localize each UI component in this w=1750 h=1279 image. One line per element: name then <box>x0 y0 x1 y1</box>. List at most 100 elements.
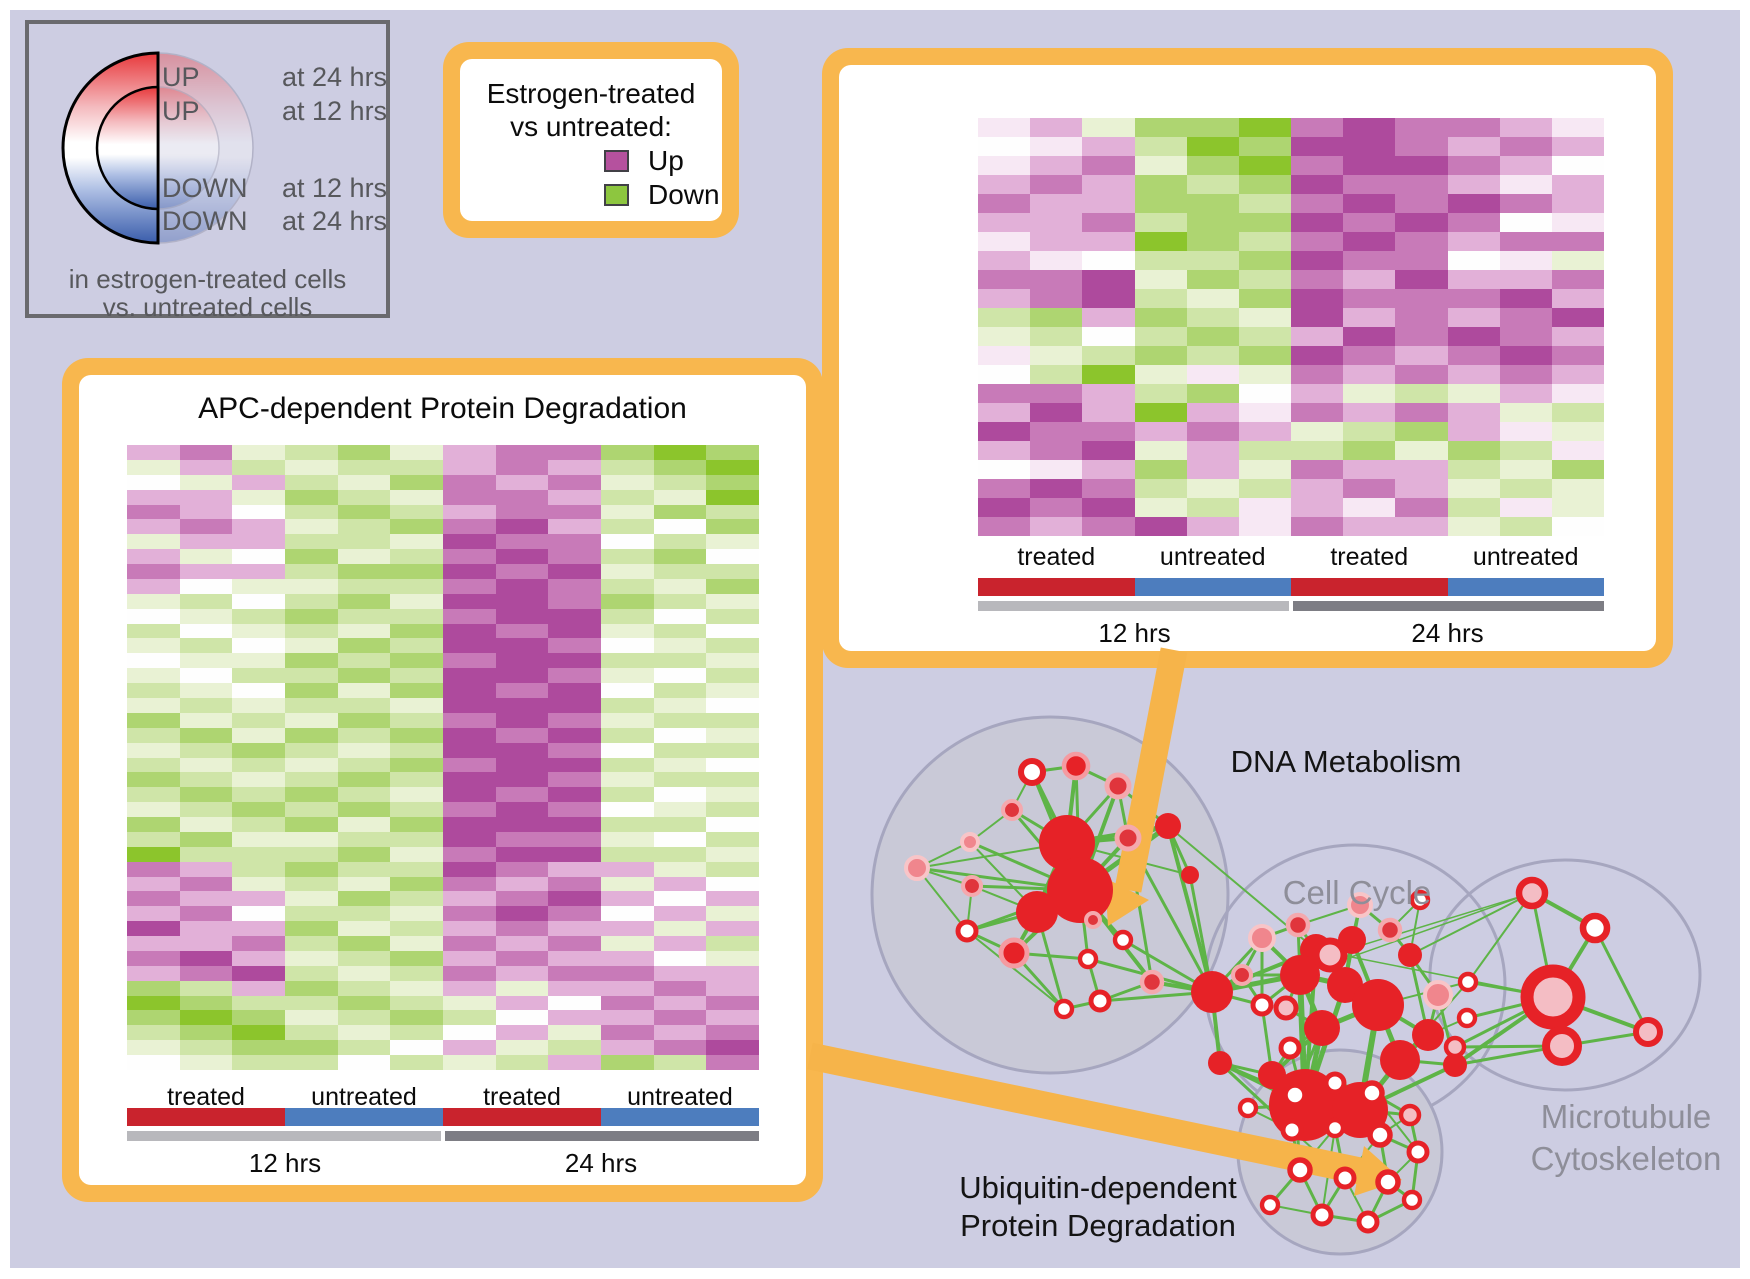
heatmap-cell <box>127 578 180 594</box>
heatmap-cell <box>337 1040 391 1056</box>
heatmap-cell <box>443 936 496 951</box>
heatmap-cell <box>443 846 496 862</box>
heatmap-cell <box>232 980 285 996</box>
heatmap-cell <box>179 489 233 505</box>
heatmap-cell <box>1082 384 1135 403</box>
heatmap-cell <box>1134 422 1187 441</box>
heatmap-cell <box>1499 156 1552 175</box>
heatmap-cell <box>601 519 654 535</box>
heatmap-cell <box>548 549 601 565</box>
condition-label: untreated <box>1159 543 1266 571</box>
heatmap-cell <box>232 817 285 832</box>
heatmap-cell <box>1291 460 1344 479</box>
heatmap-cell <box>495 578 549 594</box>
heatmap-cell <box>390 950 443 966</box>
heatmap-cell <box>495 950 549 966</box>
heatmap-cell <box>653 683 707 698</box>
heatmap-cell <box>653 772 707 788</box>
heatmap-cell <box>285 697 338 713</box>
heatmap-cell <box>1291 327 1344 346</box>
heatmap-cell <box>285 668 338 684</box>
heatmap-cell <box>653 846 707 862</box>
heatmap-cell <box>1343 251 1396 270</box>
heatmap-cell <box>1499 517 1552 536</box>
gene-node-ringW <box>1237 1097 1259 1119</box>
heatmap-cell <box>706 861 759 877</box>
heatmap-cell <box>548 787 601 803</box>
time-label: 12 hrs <box>1098 618 1171 648</box>
condition-label: treated <box>1330 543 1409 571</box>
heatmap-cell <box>978 232 1031 251</box>
gene-node-pinkR <box>1104 772 1132 800</box>
heatmap-cell <box>1030 194 1083 213</box>
heatmap-cell <box>601 891 654 907</box>
heatmap-cell <box>1238 365 1291 384</box>
heatmap-cell <box>337 445 391 460</box>
heatmap-cell <box>1134 251 1187 270</box>
heatmap-cell <box>127 817 180 832</box>
replication-fork-panel: Replication Fork treateduntreatedtreated… <box>822 48 1673 668</box>
heatmap-cell <box>1551 232 1604 251</box>
heatmap-cell <box>495 921 549 937</box>
heatmap-cell <box>390 623 443 639</box>
heatmap-cell <box>127 995 180 1011</box>
heatmap-cell <box>601 980 654 996</box>
condition-label: untreated <box>1472 543 1579 571</box>
heatmap-cell <box>706 623 759 639</box>
heatmap-cell <box>127 802 180 818</box>
heatmap-cell <box>601 638 654 654</box>
heatmap-cell <box>1551 118 1604 137</box>
heatmap-cell <box>601 965 654 981</box>
heatmap-cell <box>127 727 180 743</box>
heatmap-cell <box>1395 422 1448 441</box>
heatmap-cell <box>706 504 759 520</box>
gene-node-ringW <box>1017 757 1047 787</box>
heatmap-cell <box>495 459 549 475</box>
heatmap-cell <box>495 549 549 565</box>
time-label: 24 hrs <box>564 1148 638 1178</box>
heatmap-cell <box>1499 327 1552 346</box>
heatmap-cell <box>653 697 707 713</box>
heatmap-cell <box>285 653 338 669</box>
heatmap-cell <box>127 445 180 460</box>
heatmap-cell <box>390 861 443 877</box>
heatmap-cell <box>601 906 654 922</box>
heatmap-cell <box>337 727 391 743</box>
heatmap-cell <box>285 474 338 490</box>
heatmap-cell <box>1030 517 1083 536</box>
heatmap-cell <box>653 980 707 996</box>
time-color-bar <box>445 1131 759 1141</box>
heatmap-cell <box>1186 251 1239 270</box>
heatmap-cell <box>179 1055 233 1070</box>
estrogen-legend-title-line1: Estrogen-treated <box>486 78 696 109</box>
heatmap-cell <box>1030 346 1083 365</box>
heatmap-cell <box>179 965 233 981</box>
heatmap-cell <box>1291 403 1344 422</box>
heatmap-cell <box>1134 175 1187 194</box>
heatmap-cell <box>1343 498 1396 517</box>
gene-node-red <box>1443 1053 1467 1077</box>
heatmap-cell <box>653 489 707 505</box>
heatmap-cell <box>978 498 1031 517</box>
heatmap-cell <box>601 757 654 773</box>
heatmap-cell <box>443 668 496 684</box>
condition-label: untreated <box>627 1083 733 1111</box>
network-edge <box>1166 824 1214 994</box>
heatmap-cell <box>706 772 759 788</box>
heatmap-cell <box>390 906 443 922</box>
heatmap-cell <box>495 638 549 654</box>
heatmap-cell <box>232 578 285 594</box>
heatmap-cell <box>390 757 443 773</box>
heatmap-cell <box>495 980 549 996</box>
heatmap-cell <box>495 817 549 832</box>
cluster-label: Ubiquitin-dependent Protein Degradation <box>959 1170 1237 1243</box>
heatmap-cell <box>285 772 338 788</box>
heatmap-cell <box>1134 498 1187 517</box>
heatmap-cell <box>443 727 496 743</box>
heatmap-cell <box>127 534 180 550</box>
heatmap-cell <box>978 251 1031 270</box>
heatmap-cell <box>443 519 496 535</box>
heatmap-cell <box>601 1040 654 1056</box>
gene-node-ringP <box>1520 964 1586 1030</box>
